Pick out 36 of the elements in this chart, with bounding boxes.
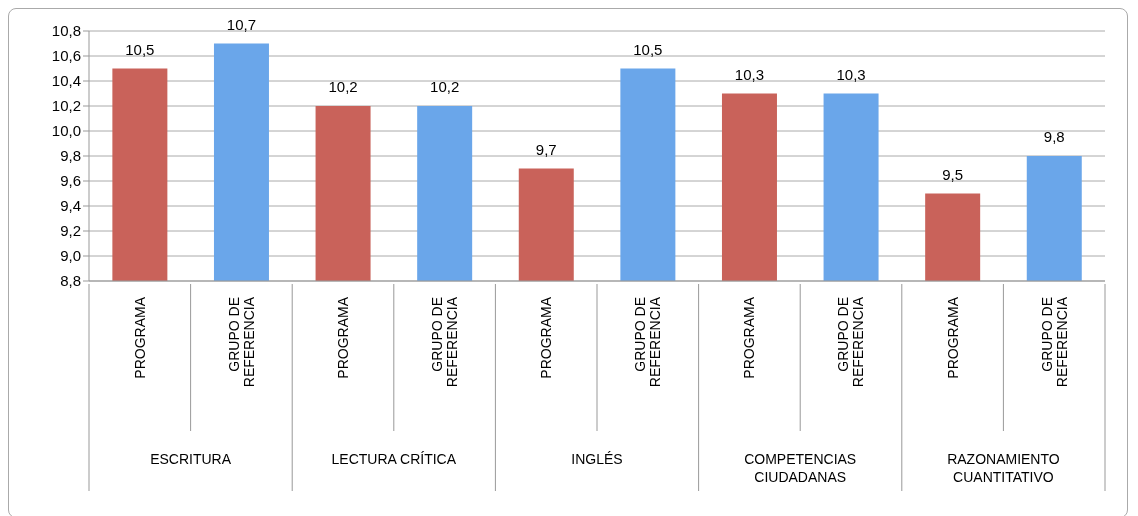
data-label: 10,7: [226, 15, 257, 33]
data-label: 9,8: [1043, 128, 1065, 145]
data-label: 9,7: [535, 140, 557, 158]
data-label: 9,5: [942, 165, 964, 183]
y-tick-label: 10,2: [51, 97, 81, 115]
y-tick-label: 10,6: [51, 47, 81, 65]
text: RAZONAMIENTO CUANTITATIVO: [947, 451, 1060, 485]
text: COMPETENCIAS CIUDADANAS: [744, 451, 857, 485]
x-tick-label: PROGRAMA: [131, 296, 148, 379]
text: LECTURA CRÍTICA: [331, 451, 457, 467]
data-label: 10,3: [734, 65, 765, 83]
y-tick-label: 8,8: [60, 272, 81, 290]
x-tick-label: PROGRAMA: [538, 296, 555, 379]
text: ESCRITURA: [150, 451, 232, 467]
x-tick-label: PROGRAMA: [334, 296, 351, 379]
data-label: 10,2: [430, 78, 460, 95]
y-tick-label: 9,2: [60, 222, 81, 240]
y-tick-label: 10,8: [51, 22, 81, 40]
x-tick-label: GRUPO DE REFERENCIA: [835, 296, 867, 388]
y-tick-label: 9,4: [60, 197, 81, 215]
x-tick-label: GRUPO DE REFERENCIA: [632, 296, 664, 388]
text: INGLÉS: [571, 451, 623, 467]
x-tick-label: PROGRAMA: [944, 296, 961, 379]
x-tick-label: GRUPO DE REFERENCIA: [225, 296, 257, 388]
y-tick-label: 10,4: [51, 72, 81, 90]
data-label: 10,2: [328, 78, 358, 95]
x-tick-label: GRUPO DE REFERENCIA: [1038, 296, 1070, 388]
y-tick-label: 9,8: [60, 147, 81, 165]
y-tick-label: 10,0: [51, 122, 81, 140]
x-tick-label: GRUPO DE REFERENCIA: [429, 296, 460, 388]
data-label: 10,5: [125, 40, 155, 58]
data-label: 10,3: [836, 65, 866, 83]
y-tick-label: 9,6: [60, 172, 81, 190]
y-tick-label: 9,0: [60, 247, 81, 265]
data-label: 10,5: [633, 40, 663, 58]
x-tick-label: PROGRAMA: [741, 296, 758, 379]
